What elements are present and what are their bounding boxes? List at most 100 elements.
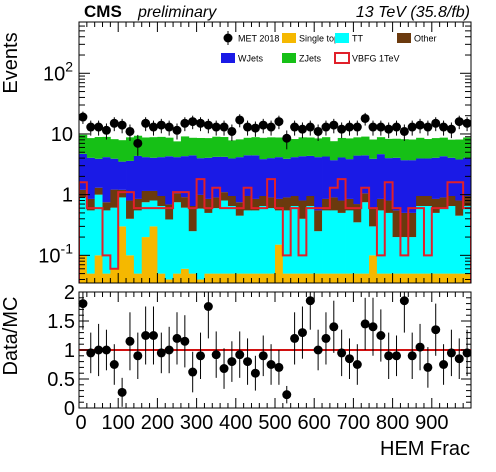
bar-zjets-40 bbox=[392, 138, 401, 158]
bar-tt-23 bbox=[259, 206, 268, 274]
bar-wjets-15 bbox=[196, 158, 205, 195]
bar-tt-13 bbox=[180, 207, 190, 269]
ratio-point-19 bbox=[227, 357, 237, 367]
bar-wjets-6 bbox=[126, 160, 135, 201]
data-point-7 bbox=[133, 138, 143, 148]
bar-zjets-15 bbox=[196, 137, 205, 159]
bar-single-top-30 bbox=[314, 273, 323, 283]
bar-other-14 bbox=[188, 206, 197, 232]
bar-single-top-3 bbox=[102, 273, 111, 283]
bar-zjets-13 bbox=[180, 136, 190, 157]
bar-zjets-22 bbox=[251, 137, 260, 156]
bar-zjets-45 bbox=[431, 138, 441, 158]
bar-tt-29 bbox=[306, 206, 315, 274]
ratio-point-33 bbox=[337, 348, 347, 358]
ratio-point-46 bbox=[439, 360, 449, 369]
main-y-tick-label-1: 1 bbox=[62, 185, 73, 207]
bar-tt-7 bbox=[133, 210, 143, 274]
bar-tt-4 bbox=[110, 207, 119, 269]
data-point-31 bbox=[321, 122, 331, 132]
bar-wjets-40 bbox=[392, 157, 401, 211]
ratio-point-48 bbox=[454, 354, 464, 364]
data-point-43 bbox=[415, 120, 425, 130]
data-point-45 bbox=[431, 118, 441, 128]
bar-single-top-24 bbox=[267, 273, 276, 283]
data-point-1 bbox=[86, 122, 96, 132]
bar-single-top-9 bbox=[149, 226, 158, 283]
bar-single-top-49 bbox=[463, 273, 471, 283]
bar-zjets-5 bbox=[118, 140, 127, 162]
bar-other-26 bbox=[282, 197, 292, 211]
ratio-point-35 bbox=[352, 360, 362, 369]
bar-single-top-36 bbox=[361, 273, 370, 283]
ratio-point-6 bbox=[125, 336, 135, 346]
bar-wjets-12 bbox=[173, 157, 182, 194]
bar-single-top-41 bbox=[400, 273, 409, 283]
bar-wjets-21 bbox=[243, 155, 252, 197]
bar-wjets-35 bbox=[353, 155, 362, 205]
bar-single-top-18 bbox=[220, 273, 229, 283]
ratio-point-1 bbox=[86, 348, 96, 358]
ratio-point-27 bbox=[290, 333, 300, 343]
data-point-5 bbox=[117, 120, 127, 130]
ratio-x-tick-label-1: 100 bbox=[102, 412, 135, 434]
bar-other-10 bbox=[157, 196, 166, 207]
main-y-axis-label: Events bbox=[0, 32, 22, 93]
bar-other-43 bbox=[416, 196, 425, 207]
bar-wjets-3 bbox=[102, 157, 111, 203]
bar-zjets-38 bbox=[376, 137, 386, 155]
bar-tt-28 bbox=[298, 218, 307, 274]
bar-zjets-36 bbox=[361, 136, 370, 156]
ratio-x-tick-label-8: 800 bbox=[376, 412, 409, 434]
ratio-point-18 bbox=[219, 364, 229, 374]
main-panel: 10-1 1 10 102 bbox=[38, 21, 472, 284]
bar-single-top-37 bbox=[369, 255, 378, 283]
legend-swatch-single-top bbox=[282, 33, 296, 43]
data-point-46 bbox=[439, 122, 449, 132]
bar-tt-19 bbox=[227, 206, 237, 274]
bar-tt-15 bbox=[196, 208, 205, 280]
bar-zjets-24 bbox=[267, 137, 276, 159]
bar-wjets-26 bbox=[282, 158, 292, 198]
legend: MET 2018 Single top TT Other WJets ZJets VBFG … bbox=[221, 31, 437, 64]
bar-other-29 bbox=[306, 196, 315, 207]
main-y-tick-label-2: 10 bbox=[51, 124, 73, 146]
bar-zjets-34 bbox=[345, 138, 354, 160]
bar-single-top-11 bbox=[165, 279, 174, 283]
bar-wjets-32 bbox=[329, 160, 339, 198]
bar-zjets-11 bbox=[165, 137, 174, 157]
ratio-point-31 bbox=[321, 333, 331, 343]
data-point-27 bbox=[290, 122, 300, 132]
bar-other-12 bbox=[173, 193, 182, 203]
bar-wjets-47 bbox=[447, 157, 456, 197]
bar-zjets-4 bbox=[110, 139, 119, 159]
data-point-20 bbox=[235, 115, 245, 125]
ratio-point-12 bbox=[172, 333, 182, 343]
ratio-point-10 bbox=[156, 348, 166, 358]
bar-other-4 bbox=[110, 189, 119, 208]
ratio-point-21 bbox=[243, 357, 253, 367]
bar-other-41 bbox=[400, 212, 409, 238]
data-point-23 bbox=[258, 120, 268, 130]
bar-zjets-25 bbox=[275, 137, 284, 158]
bar-tt-45 bbox=[431, 212, 441, 274]
bar-zjets-43 bbox=[416, 137, 425, 159]
data-point-0 bbox=[79, 112, 88, 122]
ratio-y-tick-label-0: 0 bbox=[64, 398, 75, 420]
ratio-point-47 bbox=[446, 348, 456, 358]
bar-other-32 bbox=[329, 197, 339, 211]
bar-tt-27 bbox=[290, 206, 299, 274]
ratio-x-tick-label-6: 600 bbox=[298, 412, 331, 434]
bar-single-top-10 bbox=[157, 273, 166, 283]
ratio-point-38 bbox=[376, 331, 386, 340]
bar-zjets-28 bbox=[298, 137, 307, 157]
ratio-point-39 bbox=[384, 351, 394, 361]
bar-zjets-46 bbox=[439, 137, 448, 157]
ratio-point-49 bbox=[462, 348, 472, 358]
bar-wjets-30 bbox=[314, 157, 323, 211]
bar-single-top-44 bbox=[423, 273, 433, 283]
bar-single-top-15 bbox=[196, 279, 205, 283]
bar-tt-6 bbox=[126, 218, 135, 256]
bar-wjets-17 bbox=[212, 156, 221, 198]
bar-single-top-6 bbox=[126, 255, 135, 283]
